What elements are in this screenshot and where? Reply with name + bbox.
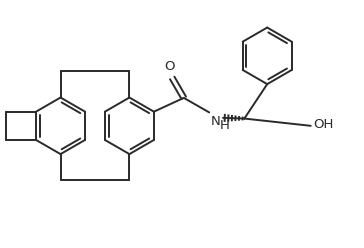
Text: H: H	[219, 119, 229, 132]
Text: OH: OH	[313, 118, 334, 131]
Text: N: N	[211, 115, 221, 128]
Text: O: O	[164, 60, 175, 73]
